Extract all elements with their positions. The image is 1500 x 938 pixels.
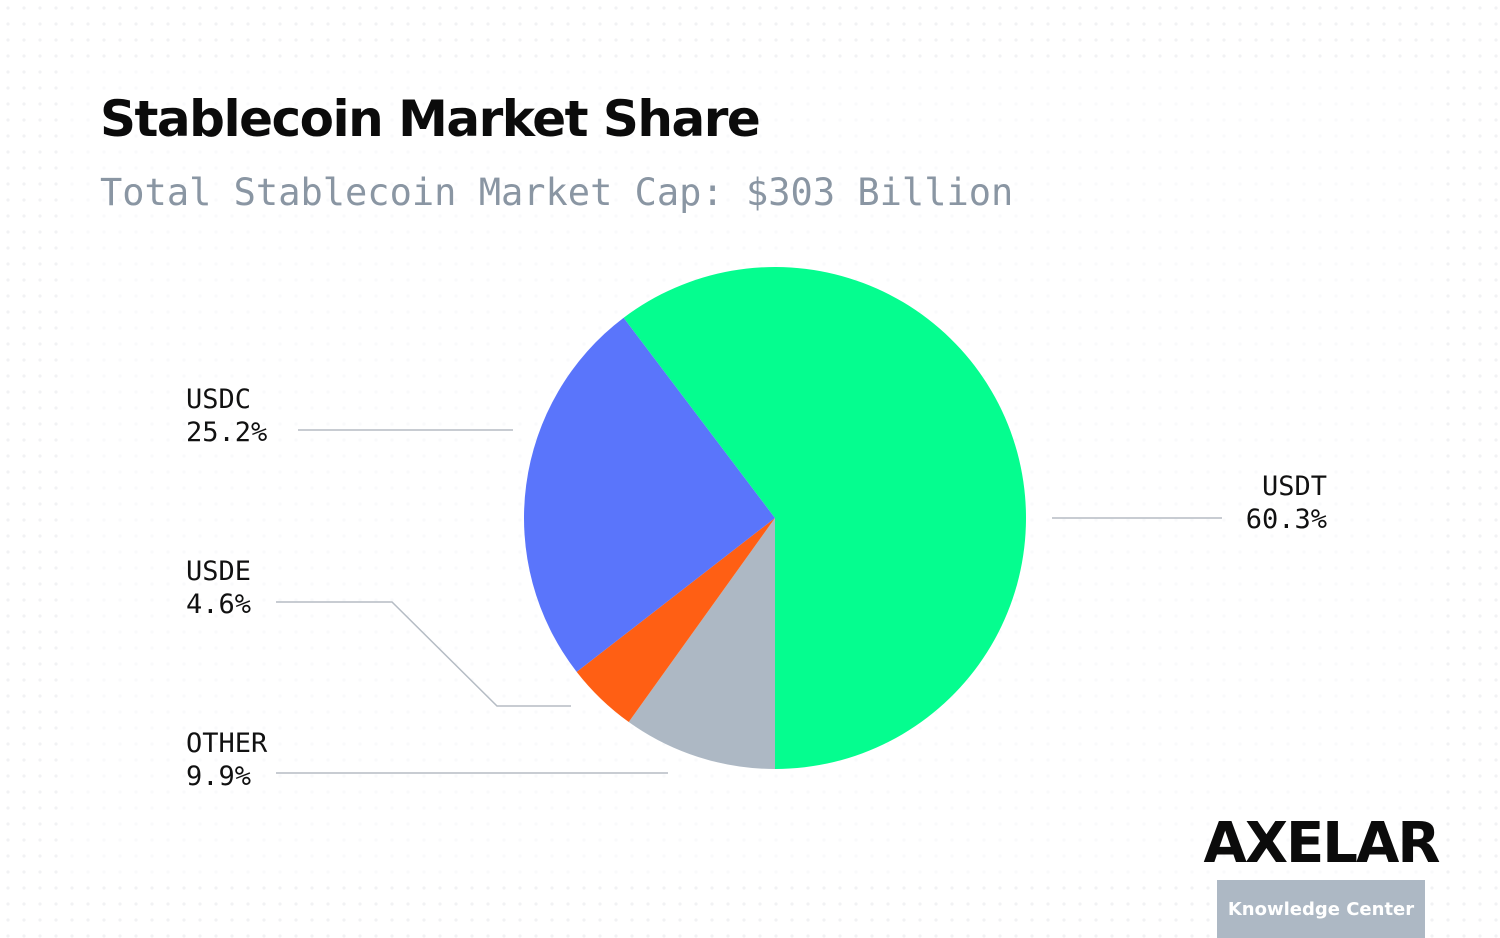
chart-subtitle: Total Stablecoin Market Cap: $303 Billio… — [100, 171, 1013, 214]
brand-tagline: Knowledge Center — [1228, 899, 1414, 920]
slice-label: USDC — [186, 384, 251, 415]
pie — [524, 267, 1026, 769]
slice-value: 9.9% — [186, 761, 251, 792]
pie-slice — [628, 518, 775, 769]
pie-slice — [576, 518, 775, 722]
slice-label: USDT — [1262, 471, 1327, 502]
slice-value: 4.6% — [186, 589, 251, 620]
brand-logo: AXELAR — [1204, 811, 1440, 876]
slice-value: 60.3% — [1246, 504, 1327, 535]
pie-slice — [524, 317, 775, 672]
slice-value: 25.2% — [186, 417, 267, 448]
pie-slice — [623, 267, 1026, 769]
slice-label: OTHER — [186, 728, 268, 759]
brand-badge — [1217, 880, 1425, 938]
slice-label: USDE — [186, 556, 251, 587]
chart-title: Stablecoin Market Share — [100, 90, 759, 148]
leader-line — [276, 601, 571, 707]
